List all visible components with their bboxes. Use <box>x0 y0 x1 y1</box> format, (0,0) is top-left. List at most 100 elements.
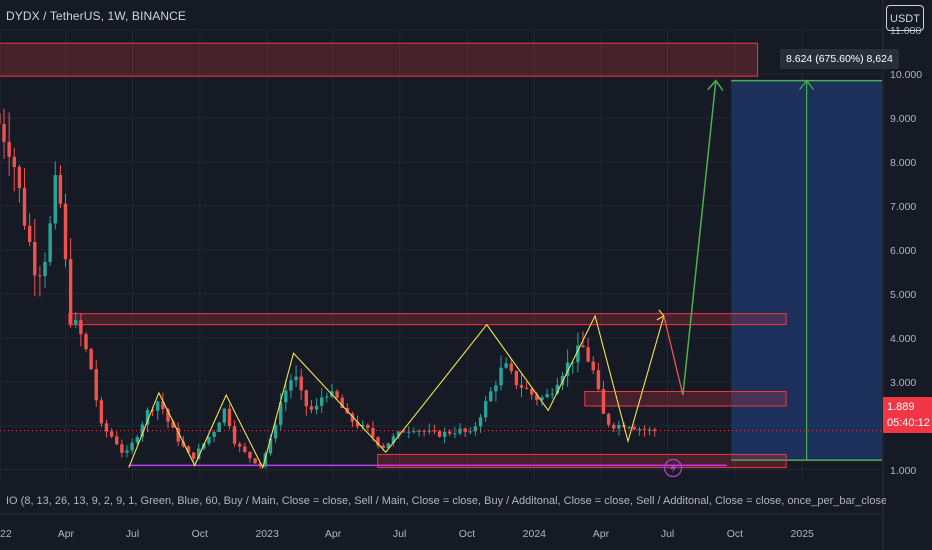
candle-body <box>17 166 22 188</box>
candle-body <box>581 345 585 348</box>
candle-body <box>524 387 529 389</box>
candle-body <box>186 446 191 453</box>
candle-body <box>360 424 365 427</box>
candle-body <box>125 450 129 453</box>
candle-body <box>227 408 232 427</box>
measure-label: 8.624 (675.60%) 8,624 <box>780 48 899 69</box>
candle-body <box>422 430 426 432</box>
price-tick-label: 5.000 <box>890 289 916 301</box>
sr-zone <box>68 313 787 326</box>
candle-body <box>22 187 27 226</box>
candle-body <box>43 261 47 277</box>
candle-body <box>89 349 93 370</box>
candle-body <box>104 423 109 432</box>
candle-body <box>617 424 621 429</box>
candle-body <box>514 370 519 386</box>
candle-body <box>319 397 324 406</box>
candle-body <box>478 417 483 427</box>
candle-body <box>27 225 32 242</box>
candle-body <box>268 438 273 454</box>
candle-body <box>571 362 575 364</box>
symbol-title[interactable]: DYDX / TetherUS, 1W, BINANCE <box>6 9 186 23</box>
candle-body <box>473 426 478 432</box>
candle-body <box>135 437 139 443</box>
price-tick-label: 11.000 <box>890 25 921 37</box>
candle-body <box>540 397 544 401</box>
candle-body <box>535 394 539 401</box>
candle-body <box>12 156 16 167</box>
candle-body <box>442 431 447 437</box>
candle-body <box>294 376 298 381</box>
time-tick-label: Oct <box>459 528 475 540</box>
time-tick-label: Jul <box>661 528 674 540</box>
candle-body <box>545 394 549 398</box>
candle-body <box>53 175 57 224</box>
candle-body <box>396 431 401 437</box>
candle-body <box>407 431 411 433</box>
candle-body <box>284 390 288 403</box>
candle-body <box>376 437 380 446</box>
sr-zone <box>584 391 787 407</box>
candle-body <box>109 431 114 437</box>
zigzag-line <box>128 314 665 470</box>
currency-button[interactable]: USDT <box>886 5 924 31</box>
candle-body <box>304 390 309 407</box>
candle-body <box>468 431 472 433</box>
candle-body <box>448 431 452 434</box>
candle-body <box>7 141 11 157</box>
candle-body <box>325 396 329 398</box>
candle-body <box>437 431 442 437</box>
candle-body <box>417 430 421 432</box>
candle-body <box>483 401 488 418</box>
candle-body <box>130 442 134 451</box>
candle-body <box>63 203 68 260</box>
candle-body <box>156 401 160 411</box>
candle-body <box>519 385 524 388</box>
time-tick-label: Apr <box>593 528 610 540</box>
candle-body <box>217 422 221 433</box>
candle-body <box>550 393 554 395</box>
candle-body <box>99 400 104 424</box>
candle-body <box>642 429 647 431</box>
candle-body <box>647 429 652 431</box>
indicator-legend[interactable]: IO (8, 13, 26, 13, 9, 2, 9, 1, Green, Bl… <box>6 495 886 507</box>
candle-body <box>212 432 216 437</box>
candle-body <box>530 388 534 395</box>
sr-zone <box>377 453 787 469</box>
last-price-value: 1.889 <box>887 401 915 413</box>
time-tick-label: Oct <box>727 528 743 540</box>
time-tick-label: 2024 <box>523 528 547 540</box>
candle-body <box>74 320 78 324</box>
lightning-icon-bolt <box>670 462 677 474</box>
price-tick-label: 8.000 <box>890 157 916 169</box>
projection-arrow-head <box>707 79 724 92</box>
zigzag-arrow-head <box>656 309 665 321</box>
candle-body <box>273 424 278 439</box>
candle-body <box>253 458 257 464</box>
candle-body <box>222 408 227 423</box>
candle-body <box>191 452 196 459</box>
candle-body <box>299 376 303 391</box>
candle-body <box>84 334 88 350</box>
price-tick-label: 9.000 <box>890 113 916 125</box>
candle-body <box>166 408 170 422</box>
candle-body <box>197 448 201 459</box>
candle-body <box>601 389 606 414</box>
candle-body <box>427 430 431 432</box>
price-tick-label: 1.000 <box>890 465 916 477</box>
candle-body <box>560 375 565 385</box>
last-price-tag: 1.889 05:40:12 <box>883 397 932 433</box>
projection-down-leg <box>663 315 684 396</box>
price-tick-label: 6.000 <box>890 245 916 257</box>
candle-body <box>150 409 155 411</box>
time-tick-label: Jul <box>393 528 406 540</box>
time-tick-label: Apr <box>325 528 342 540</box>
candle-body <box>606 413 611 425</box>
candle-body <box>632 427 636 430</box>
candle-body <box>309 406 314 410</box>
candle-body <box>58 175 63 204</box>
time-tick-label: Jul <box>126 528 139 540</box>
candle-body <box>555 384 560 394</box>
